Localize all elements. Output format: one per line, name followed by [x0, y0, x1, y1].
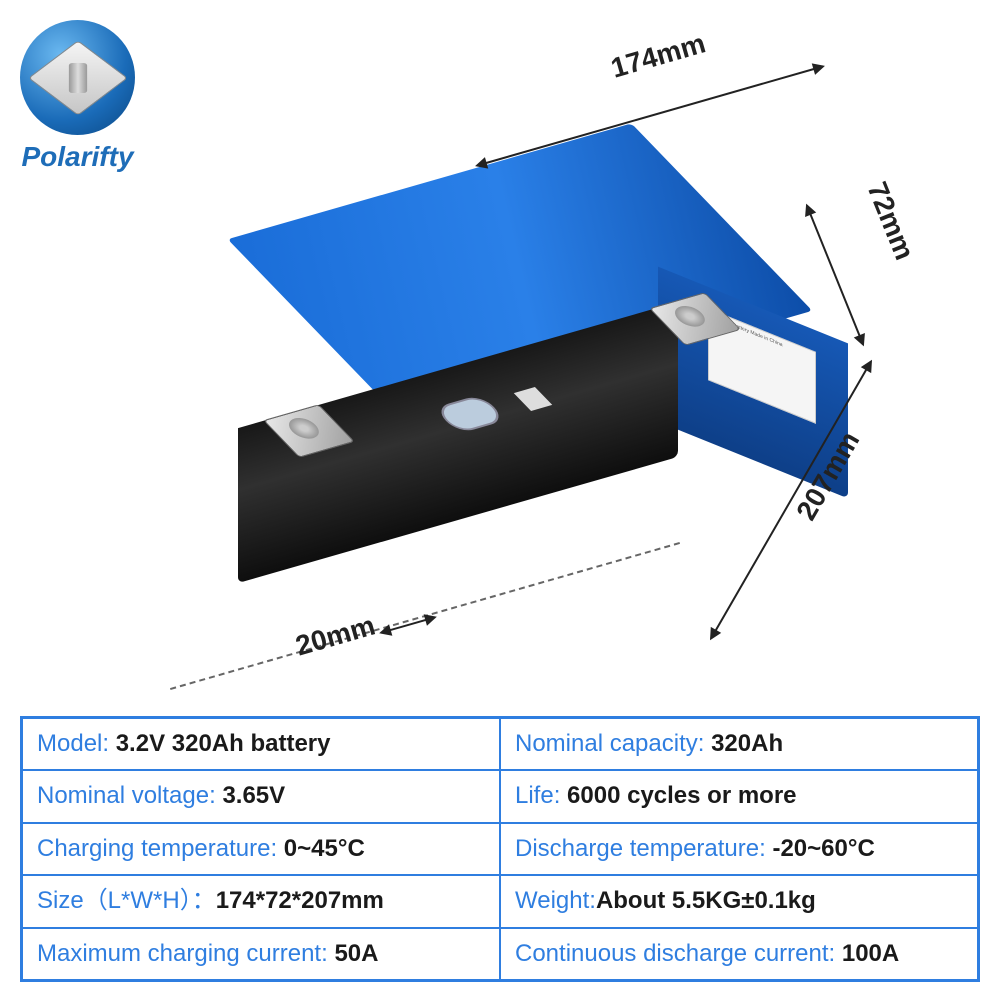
brand-logo-block: Polarifty: [20, 20, 135, 173]
dimension-height-label: 72mm: [860, 177, 920, 264]
spec-label: Model:: [37, 730, 116, 757]
spec-label: Charging temperature:: [37, 835, 284, 862]
spec-label: Size（L*W*H）：: [37, 887, 216, 914]
spec-label: Nominal voltage:: [37, 782, 222, 809]
spec-value: 50A: [334, 940, 378, 967]
table-row: Model: 3.2V 320Ah battery Nominal capaci…: [22, 718, 979, 771]
spec-label: Nominal capacity:: [515, 730, 711, 757]
dimension-width-label: 174mm: [607, 27, 709, 84]
bolt-icon: [68, 62, 86, 92]
terminal-icon: [27, 40, 127, 115]
spec-label: Weight:: [515, 887, 596, 914]
spec-value: 100A: [842, 940, 899, 967]
spec-value: 320Ah: [711, 730, 783, 757]
table-row: Nominal voltage: 3.65V Life: 6000 cycles…: [22, 770, 979, 822]
table-row: Maximum charging current: 50A Continuous…: [22, 928, 979, 981]
spec-label: Maximum charging current:: [37, 940, 334, 967]
table-row: Size（L*W*H）：174*72*207mm Weight:About 5.…: [22, 875, 979, 927]
spec-table-body: Model: 3.2V 320Ah battery Nominal capaci…: [22, 718, 979, 981]
dimension-bottom-label: 20mm: [292, 609, 379, 662]
battery-illustration: LiFePO4 Battery Made in China: [250, 160, 730, 520]
brand-name: Polarifty: [20, 141, 135, 173]
dimension-line-height: [806, 205, 864, 345]
product-figure: LiFePO4 Battery Made in China 174mm 72mm…: [170, 60, 930, 690]
spec-label: Life:: [515, 782, 567, 809]
spec-value: 3.2V 320Ah battery: [116, 730, 331, 757]
spec-value: 174*72*207mm: [216, 887, 384, 914]
spec-value: 6000 cycles or more: [567, 782, 797, 809]
table-row: Charging temperature: 0~45°C Discharge t…: [22, 823, 979, 875]
brand-logo-badge: [20, 20, 135, 135]
spec-table: Model: 3.2V 320Ah battery Nominal capaci…: [20, 716, 980, 982]
spec-label: Continuous discharge current:: [515, 940, 842, 967]
spec-value: 3.65V: [222, 782, 285, 809]
spec-value: 0~45°C: [284, 835, 365, 862]
spec-label: Discharge temperature:: [515, 835, 772, 862]
spec-value: -20~60°C: [772, 835, 874, 862]
spec-value: About 5.5KG±0.1kg: [596, 887, 816, 914]
